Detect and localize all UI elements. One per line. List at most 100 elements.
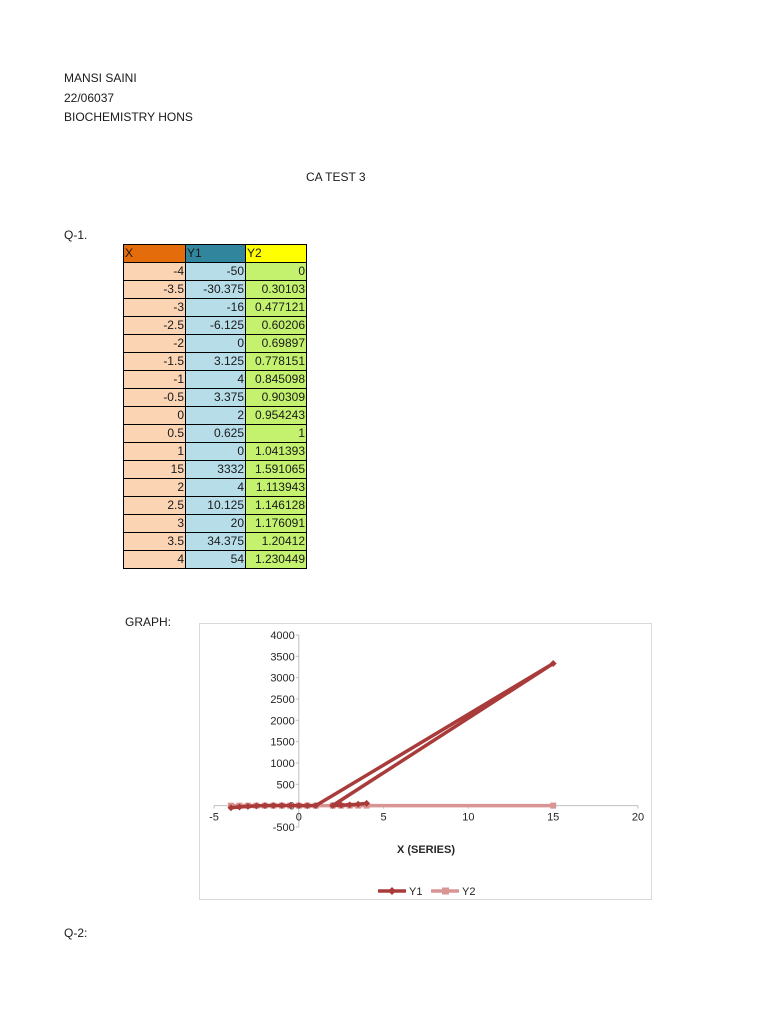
- data-point-y1: [346, 801, 354, 809]
- data-point-y1: [295, 802, 303, 810]
- x-tick-label: 20: [632, 812, 644, 824]
- data-point-y1: [227, 804, 235, 812]
- y-tick-label: 2500: [270, 694, 294, 706]
- cell-y2: 0.69897: [245, 334, 307, 353]
- x-tick-label: 10: [462, 812, 474, 824]
- cell-y2: 1.146128: [245, 496, 307, 515]
- legend-marker-y2: [442, 887, 449, 895]
- cell-y2: 1.113943: [245, 478, 307, 497]
- table-row: 2.5 10.125 1.146128: [123, 496, 307, 515]
- cell-y1: 3.375: [185, 388, 246, 407]
- graph-label: GRAPH:: [125, 615, 172, 629]
- cell-y2: 0.30103: [245, 280, 307, 299]
- data-point-y1: [261, 802, 269, 810]
- cell-y2: 0.60206: [245, 316, 307, 335]
- question-2-label: Q-2:: [64, 926, 88, 940]
- cell-y1: 20: [185, 514, 246, 533]
- cell-y1: -50: [185, 262, 246, 281]
- table-row: -4 -50 0: [123, 262, 307, 281]
- cell-y2: 0.778151: [245, 352, 307, 371]
- x-tick-label: 15: [547, 812, 559, 824]
- table-row: -3 -16 0.477121: [123, 298, 307, 317]
- author-block: MANSI SAINI 22/06037 BIOCHEMISTRY HONS: [64, 69, 193, 128]
- table-row: -2.5 -6.125 0.60206: [123, 316, 307, 335]
- data-point-y1: [303, 802, 311, 810]
- header-x: X: [123, 244, 186, 263]
- cell-x: 2: [123, 478, 186, 497]
- table-row: -3.5 -30.375 0.30103: [123, 280, 307, 299]
- cell-y2: 1.591065: [245, 460, 307, 479]
- data-point-y1: [286, 802, 294, 810]
- cell-x: 15: [123, 460, 186, 479]
- x-tick-label: -5: [209, 812, 219, 824]
- y-tick-label: 500: [276, 779, 294, 791]
- data-point-y1: [312, 802, 320, 810]
- document-title: CA TEST 3: [306, 170, 366, 184]
- table-row: 2 4 1.113943: [123, 478, 307, 497]
- table-row: -1 4 0.845098: [123, 370, 307, 389]
- header-y1: Y1: [185, 244, 246, 263]
- legend-marker-y1: [388, 887, 396, 895]
- cell-y1: 2: [185, 406, 246, 425]
- data-point-y1: [337, 801, 345, 809]
- x-axis-title: X (SERIES): [397, 844, 455, 856]
- data-point-y1: [363, 799, 371, 807]
- data-point-y1: [278, 801, 286, 809]
- table-row: 3 20 1.176091: [123, 514, 307, 533]
- y-tick-label: 4000: [270, 630, 294, 642]
- cell-x: -1: [123, 370, 186, 389]
- y-tick-label: 3500: [270, 651, 294, 663]
- cell-y1: 54: [185, 550, 246, 569]
- table-row: -0.5 3.375 0.90309: [123, 388, 307, 407]
- table-row: 4 54 1.230449: [123, 550, 307, 569]
- table-row: -1.5 3.125 0.778151: [123, 352, 307, 371]
- cell-y1: 3332: [185, 460, 246, 479]
- data-table: X Y1 Y2 -4 -50 0 -3.5 -30.375 0.30103 -3 -16 0.4…: [123, 244, 307, 569]
- author-roll-number: 22/06037: [64, 90, 115, 105]
- cell-y2: 1.176091: [245, 514, 307, 533]
- cell-x: -3.5: [123, 280, 186, 299]
- cell-x: -0.5: [123, 388, 186, 407]
- cell-y1: 3.125: [185, 352, 246, 371]
- cell-x: 3: [123, 514, 186, 533]
- cell-x: 0: [123, 406, 186, 425]
- cell-y1: 10.125: [185, 496, 246, 515]
- x-tick-label: 5: [381, 812, 387, 824]
- data-point-y1: [235, 803, 243, 811]
- table-row: 1 0 1.041393: [123, 442, 307, 461]
- cell-x: 4: [123, 550, 186, 569]
- cell-y1: 34.375: [185, 532, 246, 551]
- cell-y2: 0.845098: [245, 370, 307, 389]
- table-row: 0 2 0.954243: [123, 406, 307, 425]
- data-point-y1: [549, 660, 557, 668]
- question-1-label: Q-1.: [64, 228, 88, 242]
- cell-x: -2: [123, 334, 186, 353]
- data-point-y1: [354, 800, 362, 808]
- table-row: 15 3332 1.591065: [123, 460, 307, 479]
- y-tick-label: 1500: [270, 737, 294, 749]
- cell-x: -2.5: [123, 316, 186, 335]
- cell-x: 3.5: [123, 532, 186, 551]
- cell-y1: 0: [185, 442, 246, 461]
- cell-y2: 1.041393: [245, 442, 307, 461]
- table-row: -2 0 0.69897: [123, 334, 307, 353]
- chart-container: -50005001000150020002500300035004000-505…: [199, 623, 652, 900]
- table-row: 0.5 0.625 1: [123, 424, 307, 443]
- x-tick-label: 0: [296, 812, 302, 824]
- cell-x: -1.5: [123, 352, 186, 371]
- cell-y1: -16: [185, 298, 246, 317]
- cell-y2: 0.90309: [245, 388, 307, 407]
- table-row: 3.5 34.375 1.20412: [123, 532, 307, 551]
- y-tick-label: 2000: [270, 715, 294, 727]
- cell-y1: 4: [185, 478, 246, 497]
- data-point-y1: [269, 802, 277, 810]
- cell-x: 0.5: [123, 424, 186, 443]
- cell-x: 2.5: [123, 496, 186, 515]
- cell-y1: 0.625: [185, 424, 246, 443]
- line-chart: -50005001000150020002500300035004000-505…: [209, 630, 644, 898]
- cell-x: -3: [123, 298, 186, 317]
- y-tick-label: 1000: [270, 758, 294, 770]
- cell-y1: -6.125: [185, 316, 246, 335]
- data-point-y2: [550, 802, 557, 809]
- cell-y1: -30.375: [185, 280, 246, 299]
